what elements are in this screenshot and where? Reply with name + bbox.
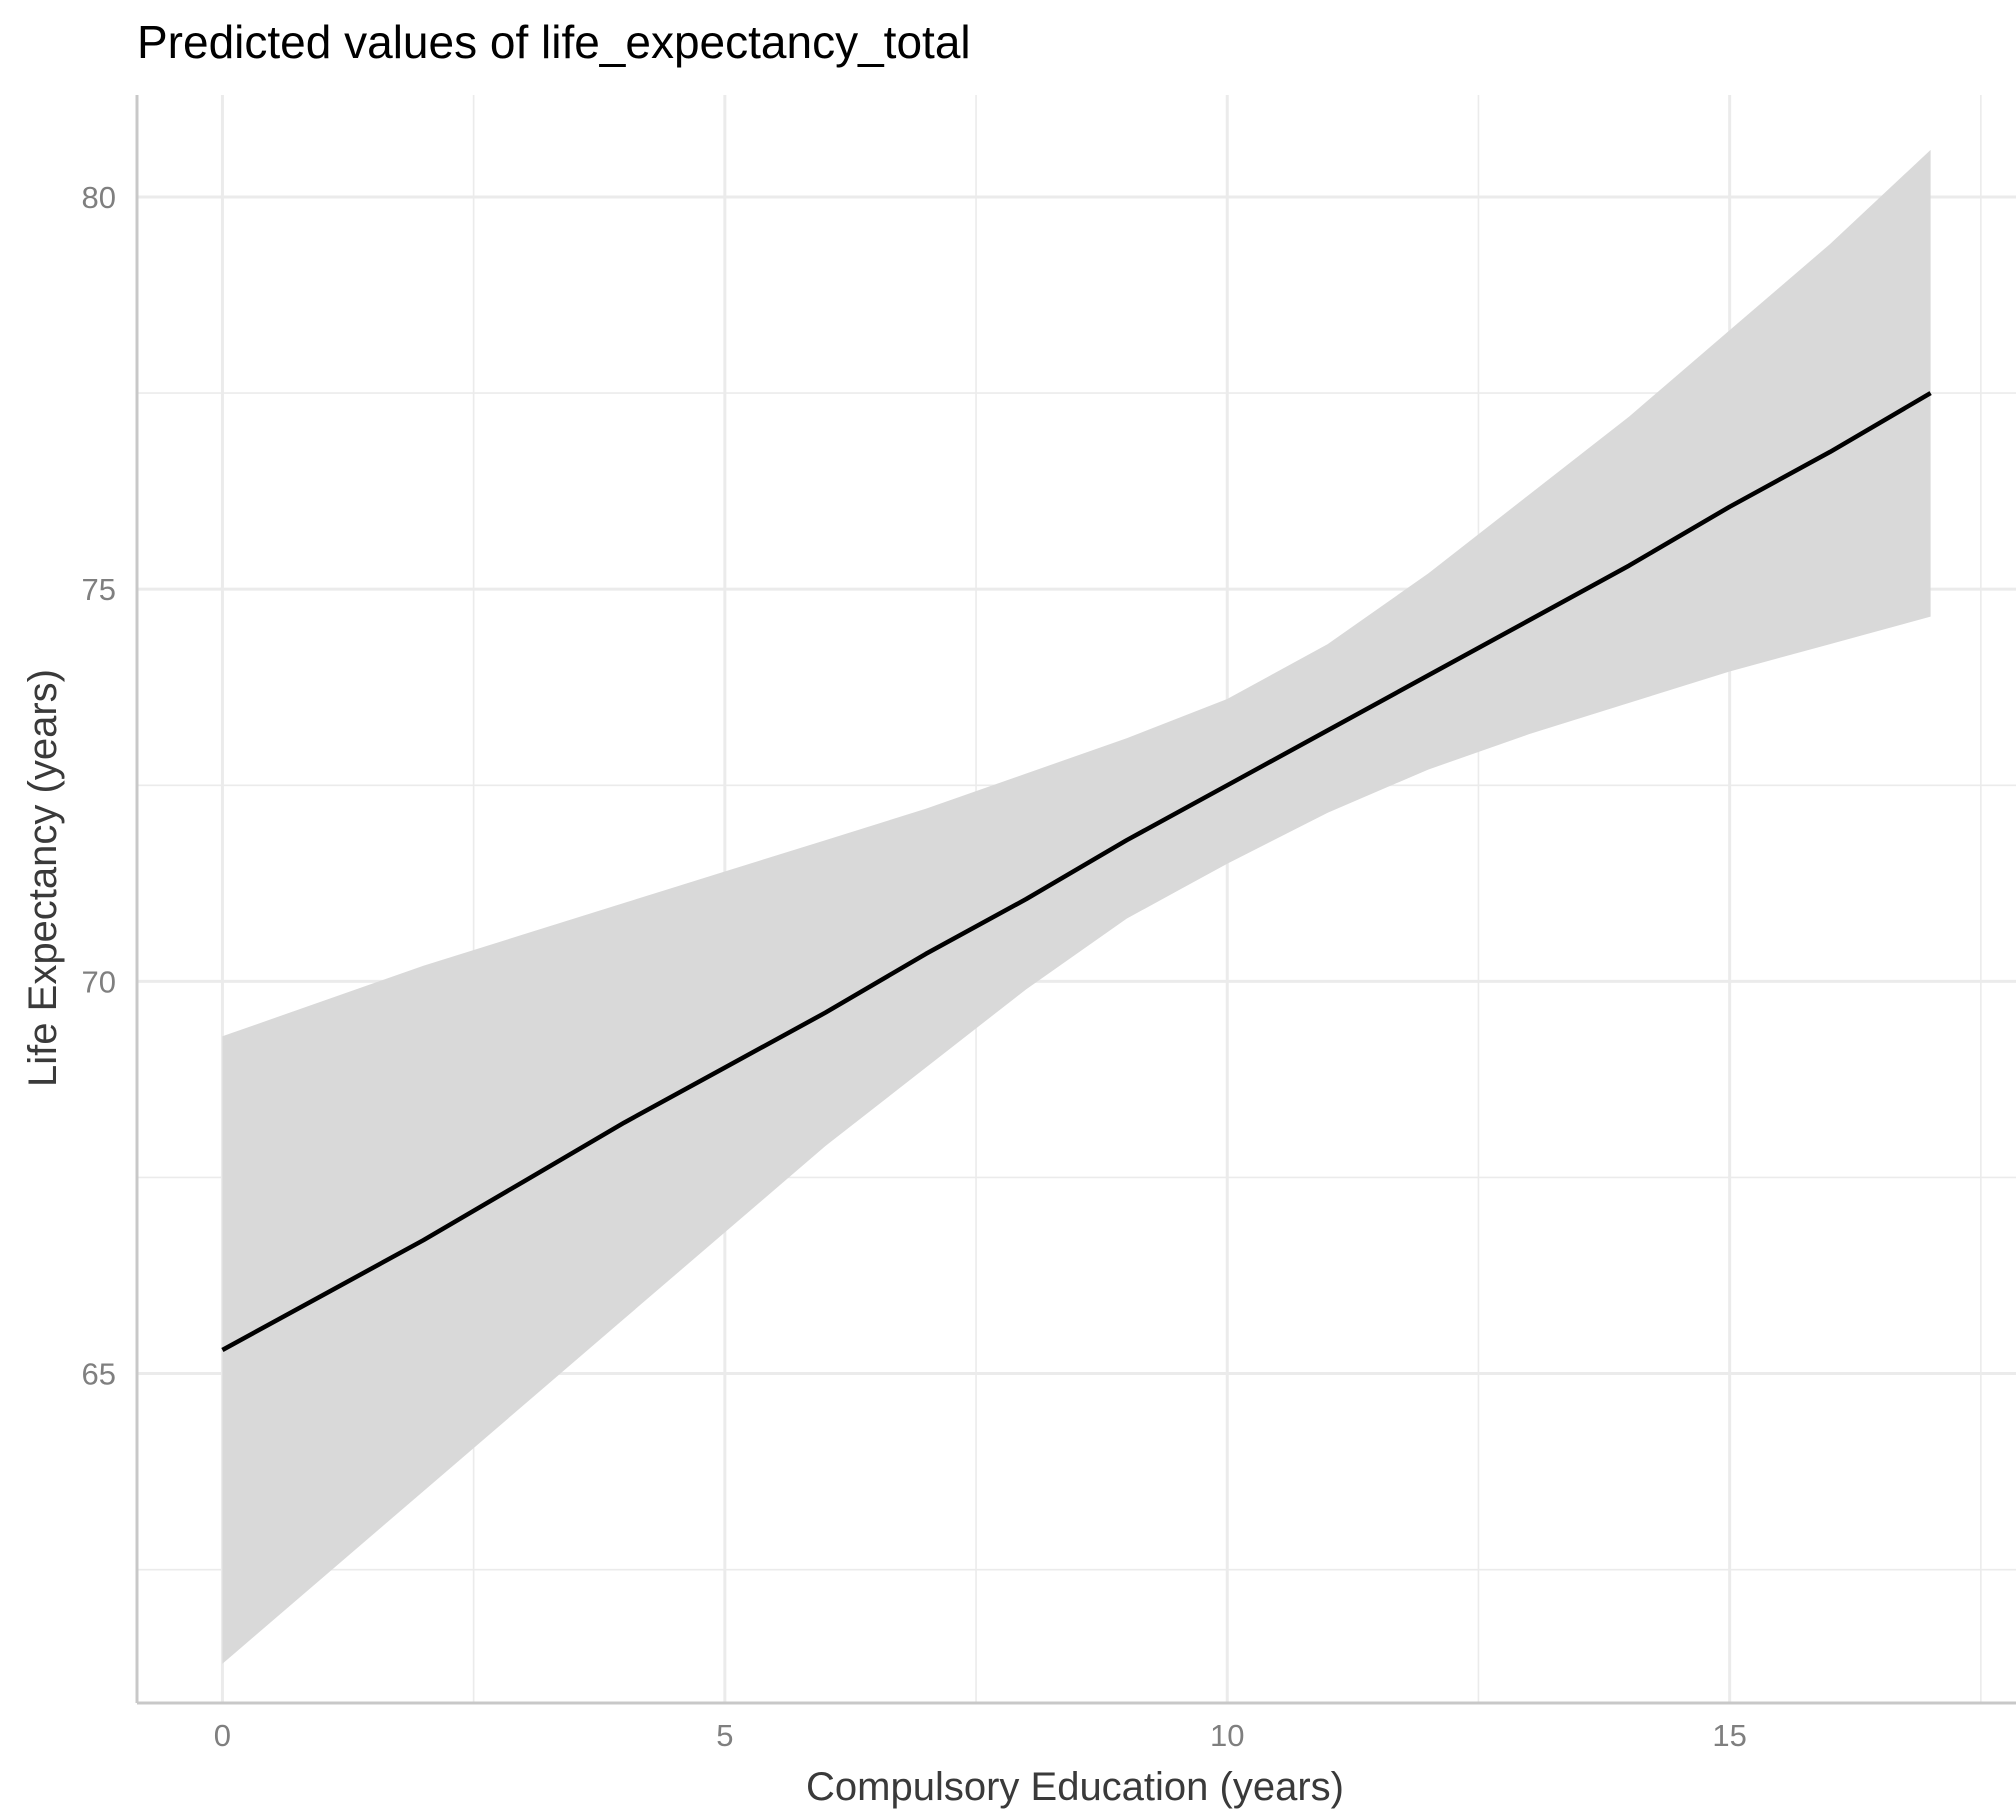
x-tick-label: 0 (214, 1718, 231, 1753)
y-tick-labels: 65 70 75 80 (82, 180, 116, 1392)
confidence-band (222, 149, 1931, 1664)
y-tick-label: 65 (82, 1357, 116, 1392)
x-tick-label: 5 (716, 1718, 733, 1753)
x-axis-title: Compulsory Education (years) (806, 1765, 1344, 1809)
y-tick-label: 80 (82, 180, 116, 215)
x-tick-labels: 0 5 10 15 (214, 1718, 1747, 1753)
chart-title: Predicted values of life_expectancy_tota… (137, 16, 971, 68)
x-tick-label: 15 (1712, 1718, 1746, 1753)
prediction-line-layer (221, 391, 1932, 1352)
y-tick-label: 70 (82, 964, 116, 999)
prediction-line (221, 391, 1932, 1352)
x-tick-label: 10 (1210, 1718, 1244, 1753)
y-axis-title: Life Expectancy (years) (21, 669, 65, 1087)
y-tick-label: 75 (82, 572, 116, 607)
confidence-band-layer (222, 149, 1931, 1664)
